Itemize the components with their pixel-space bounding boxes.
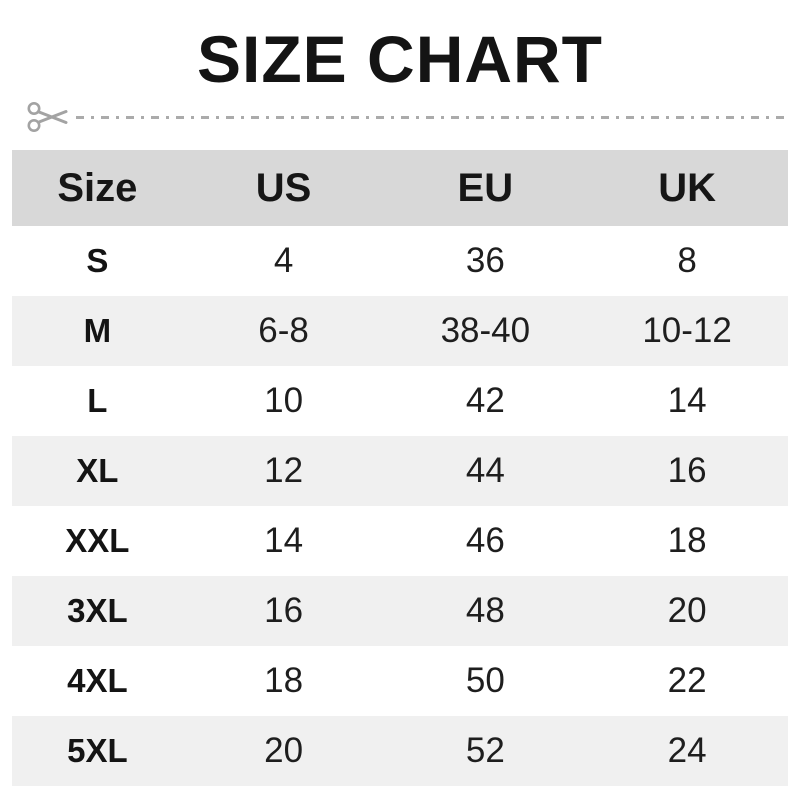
table-row-s: S 4 36 8 [12, 226, 788, 296]
cell-eu: 50 [465, 661, 505, 700]
column-header-eu: EU [457, 165, 514, 210]
cell-size: S [86, 242, 109, 279]
column-header-uk: UK [658, 165, 716, 210]
table-body: S 4 36 8 M 6-8 38-40 10-12 L 10 42 14 XL… [12, 226, 788, 786]
table-row-3xl: 3XL 16 48 20 [12, 576, 788, 646]
size-chart-table: Size US EU UK S 4 36 8 M 6-8 38-40 10-12… [12, 150, 788, 786]
cell-eu: 36 [465, 241, 505, 280]
cell-size: 5XL [67, 732, 128, 769]
cell-uk: 18 [667, 521, 707, 560]
cell-size: XL [76, 452, 119, 489]
cell-eu: 42 [465, 381, 505, 420]
cell-us: 6-8 [258, 311, 309, 350]
cut-line [26, 96, 788, 138]
cell-size: 4XL [67, 662, 128, 699]
table-row-m: M 6-8 38-40 10-12 [12, 296, 788, 366]
cell-eu: 46 [465, 521, 505, 560]
cell-size: M [83, 312, 112, 349]
cell-us: 4 [273, 241, 294, 280]
cell-us: 14 [264, 521, 304, 560]
cell-uk: 14 [667, 381, 707, 420]
cell-uk: 8 [677, 241, 697, 280]
cell-uk: 24 [667, 731, 707, 770]
cell-eu: 52 [465, 731, 505, 770]
page-title: SIZE CHART [197, 22, 603, 96]
cut-dashed-line [76, 115, 788, 119]
scissors-icon [27, 102, 68, 132]
cell-eu: 48 [465, 591, 505, 630]
cell-us: 20 [264, 731, 304, 770]
cell-uk: 20 [667, 591, 707, 630]
cell-eu: 38-40 [440, 311, 531, 350]
column-header-us: US [255, 165, 312, 210]
column-header-size: Size [57, 165, 138, 210]
cell-us: 12 [264, 451, 304, 490]
table-row-xl: XL 12 44 16 [12, 436, 788, 506]
table-header-row: Size US EU UK [12, 150, 788, 226]
cell-size: XXL [65, 522, 130, 559]
table-row-xxl: XXL 14 46 18 [12, 506, 788, 576]
cell-uk: 10-12 [642, 311, 732, 350]
table-row-5xl: 5XL 20 52 24 [12, 716, 788, 786]
cell-us: 16 [264, 591, 304, 630]
cell-us: 18 [264, 661, 304, 700]
cell-eu: 44 [465, 451, 505, 490]
table-row-l: L 10 42 14 [12, 366, 788, 436]
table-row-4xl: 4XL 18 50 22 [12, 646, 788, 716]
cell-us: 10 [264, 381, 304, 420]
cell-uk: 16 [667, 451, 707, 490]
cell-size: L [87, 382, 108, 419]
cell-uk: 22 [667, 661, 707, 700]
cell-size: 3XL [67, 592, 128, 629]
